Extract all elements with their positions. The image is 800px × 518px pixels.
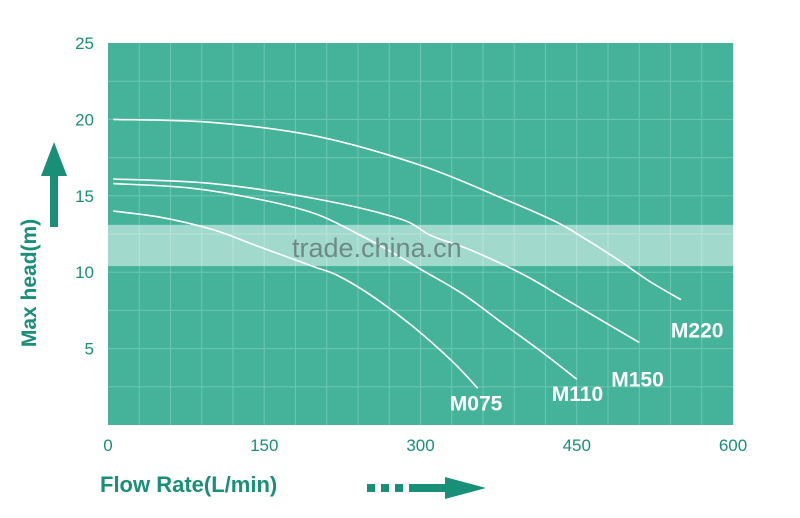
series-label-m220: M220 (671, 320, 724, 343)
y-tick-label: 10 (75, 263, 94, 282)
y-axis-label: Max head(m) (18, 218, 41, 348)
x-axis-arrow-dash (395, 484, 403, 492)
x-tick-label: 600 (719, 436, 747, 455)
x-tick-label: 150 (250, 436, 278, 455)
y-axis-arrow-shaft (50, 172, 58, 227)
series-label-m110: M110 (552, 383, 603, 406)
curve-m075 (113, 210, 479, 389)
x-axis-arrow-dash (381, 484, 389, 492)
y-axis-arrow-head (41, 142, 67, 176)
x-axis-arrow-head (445, 477, 486, 499)
y-tick-label: 25 (75, 34, 94, 53)
series-label-m075: M075 (450, 392, 503, 415)
curve-m150 (113, 178, 640, 344)
y-tick-label: 20 (75, 110, 94, 129)
x-tick-label: 0 (103, 436, 112, 455)
x-tick-label: 450 (563, 436, 591, 455)
series-label-m150: M150 (611, 368, 664, 391)
x-axis-arrow-shaft (409, 484, 445, 492)
curve-m110 (113, 182, 578, 380)
x-axis-arrow-dash (367, 484, 375, 492)
watermark-text: trade.china.cn (292, 233, 462, 263)
x-axis-label: Flow Rate(L/min) (100, 472, 278, 497)
y-tick-label: 5 (85, 340, 94, 359)
y-tick-label: 15 (75, 187, 94, 206)
watermark-band (48, 224, 793, 267)
x-tick-label: 300 (406, 436, 434, 455)
curve-m220 (113, 118, 682, 301)
